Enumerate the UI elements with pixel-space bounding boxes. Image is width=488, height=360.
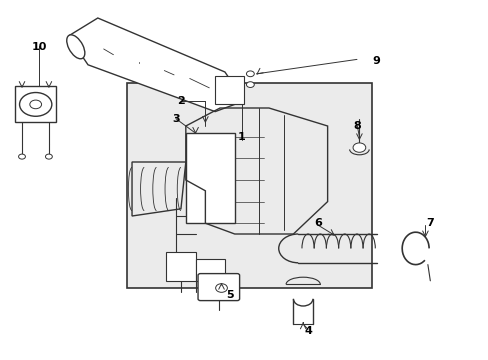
Bar bbox=[166, 252, 195, 281]
Text: 2: 2 bbox=[177, 96, 184, 106]
Circle shape bbox=[19, 154, 25, 159]
Text: 7: 7 bbox=[426, 218, 433, 228]
Text: 1: 1 bbox=[238, 132, 245, 142]
Bar bbox=[15, 86, 56, 122]
Circle shape bbox=[246, 82, 254, 87]
Circle shape bbox=[45, 154, 52, 159]
Bar bbox=[215, 76, 244, 104]
Bar bbox=[195, 259, 224, 281]
Circle shape bbox=[246, 71, 254, 77]
Bar bbox=[185, 133, 234, 223]
FancyBboxPatch shape bbox=[198, 274, 239, 301]
Text: 10: 10 bbox=[31, 42, 47, 52]
Circle shape bbox=[352, 143, 365, 152]
Text: 3: 3 bbox=[172, 114, 180, 124]
Text: 5: 5 bbox=[225, 290, 233, 300]
Text: 6: 6 bbox=[313, 218, 321, 228]
Text: 9: 9 bbox=[372, 56, 380, 66]
Ellipse shape bbox=[67, 35, 84, 59]
FancyBboxPatch shape bbox=[127, 83, 371, 288]
Polygon shape bbox=[68, 18, 244, 112]
Text: 4: 4 bbox=[304, 326, 311, 336]
Text: 8: 8 bbox=[352, 121, 360, 131]
